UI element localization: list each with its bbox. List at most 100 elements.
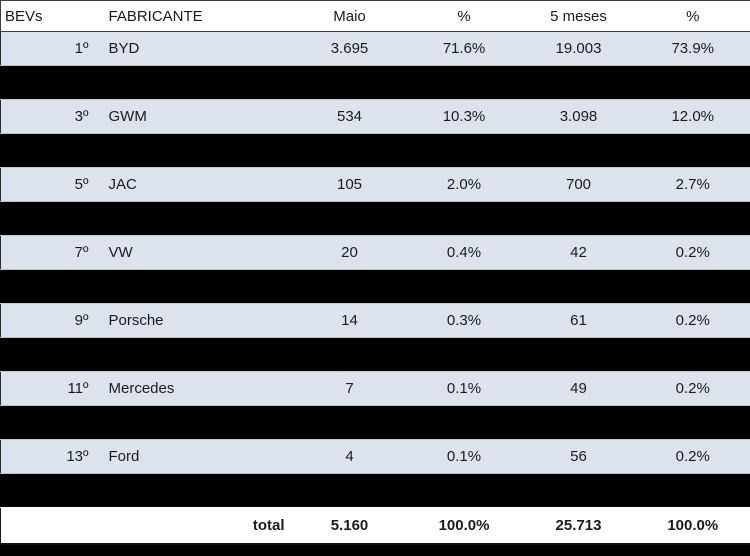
redacted-cell [635,269,750,304]
redacted-cell [100,269,293,304]
table-row[interactable]: 13º Ford 4 0.1% 56 0.2% [0,439,750,474]
redacted-cell [406,133,522,168]
cell-5-meses: 56 [521,439,636,474]
redacted-cell [635,133,750,168]
redacted-cell [406,473,522,508]
cell-maker: VW [100,235,293,270]
redacted-cell [406,337,522,372]
redacted-cell [635,405,750,440]
cell-total-label: total [100,507,293,545]
redacted-cell [292,473,407,508]
cell-percent-2: 12.0% [635,99,750,134]
cell-maio: 7 [292,371,407,406]
redacted-cell [521,337,636,372]
redacted-cell [0,65,101,100]
table-row-redacted [0,133,750,168]
redacted-cell [406,65,522,100]
cell-rank: 7º [0,235,101,270]
cell-percent-1: 0.3% [406,303,522,338]
redacted-cell [100,201,293,236]
cell-total-5-meses: 25.713 [521,507,636,545]
column-header-5-meses: 5 meses [521,0,636,32]
cell-percent-1: 0.4% [406,235,522,270]
column-header-fabricante: FABRICANTE [100,0,293,32]
cell-maio: 20 [292,235,407,270]
redacted-cell [0,269,101,304]
redacted-cell [406,269,522,304]
cell-percent-2: 2.7% [635,167,750,202]
table-row[interactable]: 5º JAC 105 2.0% 700 2.7% [0,167,750,202]
redacted-cell [292,405,407,440]
cell-percent-1: 71.6% [406,31,522,66]
redacted-cell [292,133,407,168]
redacted-cell [635,473,750,508]
table-row-redacted [0,405,750,440]
redacted-cell [635,65,750,100]
redacted-cell [292,337,407,372]
header-row: BEVs FABRICANTE Maio % 5 meses % [0,0,750,32]
cell-rank: 13º [0,439,101,474]
redacted-cell [0,133,101,168]
table-row[interactable]: 1º BYD 3.695 71.6% 19.003 73.9% [0,31,750,66]
cell-maio: 534 [292,99,407,134]
cell-maker: Mercedes [100,371,293,406]
cell-5-meses: 3.098 [521,99,636,134]
redacted-cell [521,133,636,168]
redacted-cell [0,337,101,372]
table-row-redacted [0,473,750,508]
column-header-bevs: BEVs [0,0,101,32]
redacted-cell [100,133,293,168]
cell-percent-2: 0.2% [635,439,750,474]
cell-percent-2: 0.2% [635,303,750,338]
redacted-cell [0,201,101,236]
cell-maio: 4 [292,439,407,474]
redacted-cell [521,201,636,236]
cell-maker: JAC [100,167,293,202]
cell-5-meses: 49 [521,371,636,406]
redacted-cell [406,201,522,236]
cell-total-percent-1: 100.0% [406,507,522,545]
redacted-cell [292,65,407,100]
table-row[interactable]: 11º Mercedes 7 0.1% 49 0.2% [0,371,750,406]
table-row-redacted [0,269,750,304]
cell-percent-2: 73.9% [635,31,750,66]
redacted-cell [0,405,101,440]
table-row[interactable]: 3º GWM 534 10.3% 3.098 12.0% [0,99,750,134]
cell-maio: 105 [292,167,407,202]
redacted-cell [521,473,636,508]
cell-maker: GWM [100,99,293,134]
table-body: 1º BYD 3.695 71.6% 19.003 73.9% 3º GWM 5… [0,31,750,545]
redacted-cell [521,269,636,304]
redacted-cell [292,269,407,304]
cell-percent-1: 2.0% [406,167,522,202]
table-row[interactable]: 7º VW 20 0.4% 42 0.2% [0,235,750,270]
redacted-cell [635,201,750,236]
redacted-cell [635,337,750,372]
redacted-cell [406,405,522,440]
cell-rank: 1º [0,31,101,66]
column-header-percent-1: % [406,0,522,32]
table-row[interactable]: 9º Porsche 14 0.3% 61 0.2% [0,303,750,338]
table-row-redacted [0,65,750,100]
cell-rank: 11º [0,371,101,406]
cell-5-meses: 19.003 [521,31,636,66]
cell-percent-1: 10.3% [406,99,522,134]
cell-total-maio: 5.160 [292,507,407,545]
redacted-cell [100,473,293,508]
table-row-redacted [0,337,750,372]
redacted-cell [521,65,636,100]
cell-percent-2: 0.2% [635,235,750,270]
redacted-cell [292,201,407,236]
cell-5-meses: 61 [521,303,636,338]
cell-maio: 14 [292,303,407,338]
cell-maker: BYD [100,31,293,66]
cell-maker: Ford [100,439,293,474]
column-header-maio: Maio [292,0,407,32]
cell-maio: 3.695 [292,31,407,66]
cell-5-meses: 42 [521,235,636,270]
cell-total-rank-blank [0,507,101,545]
total-row: total 5.160 100.0% 25.713 100.0% [0,507,750,545]
cell-rank: 5º [0,167,101,202]
redacted-cell [100,405,293,440]
